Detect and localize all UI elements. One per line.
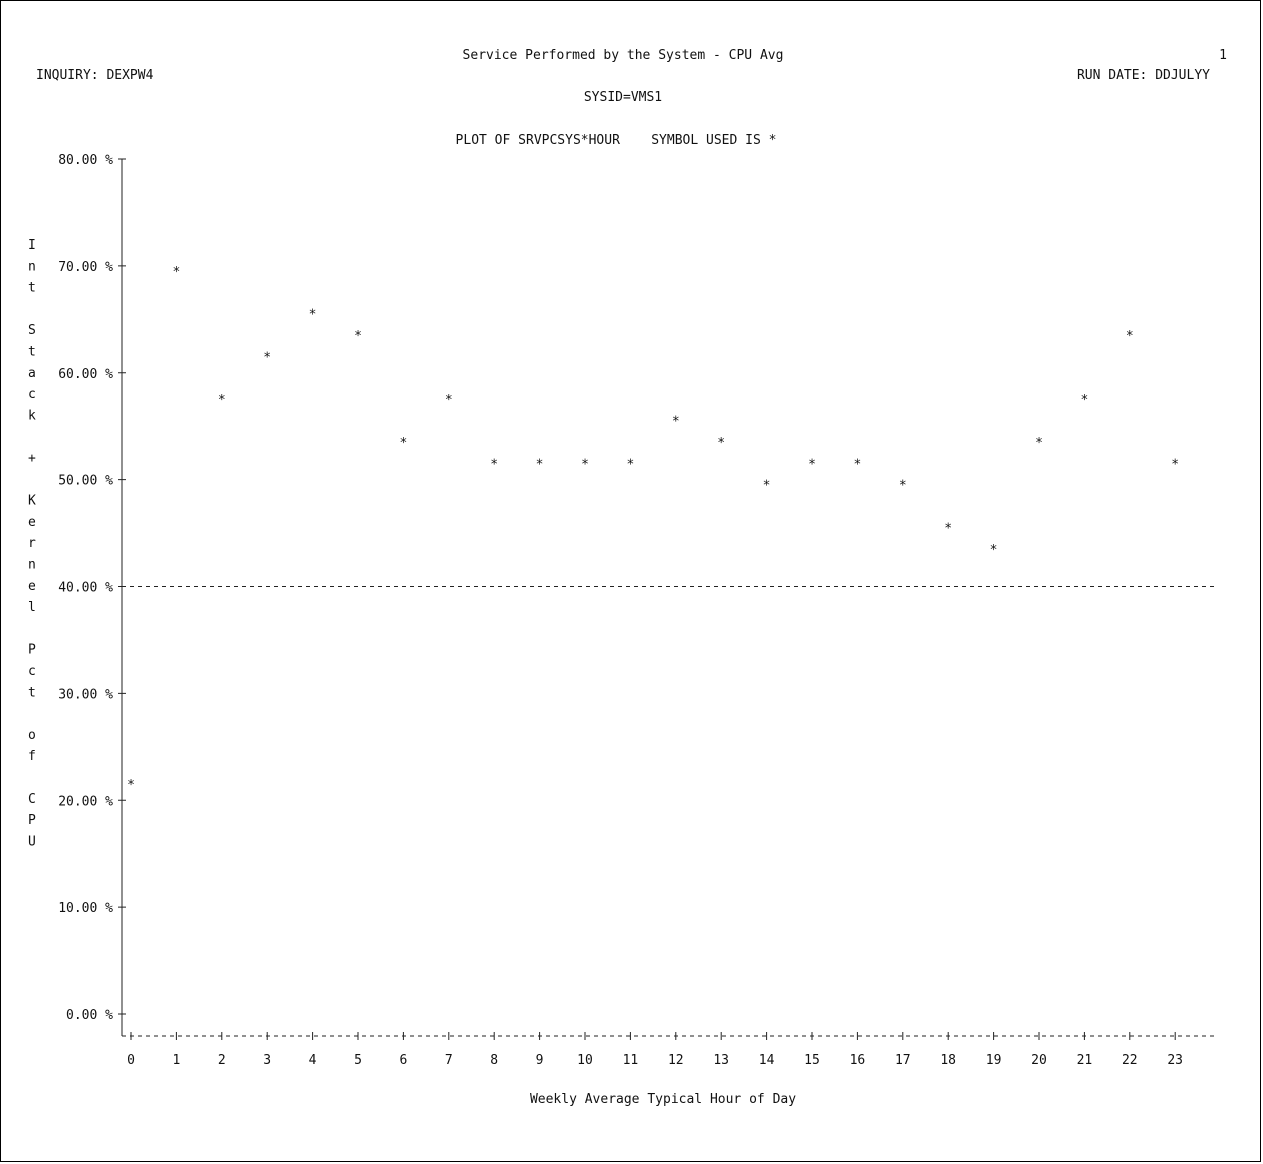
data-point: * — [717, 436, 725, 451]
x-tick-label: 16 — [850, 1053, 866, 1068]
y-tick-label: 70.00 % — [58, 260, 113, 275]
x-tick-label: 21 — [1077, 1053, 1093, 1068]
data-point: * — [536, 457, 544, 472]
y-axis-title-char: S — [28, 323, 36, 338]
data-point: * — [1171, 457, 1179, 472]
y-axis-title-char: P — [28, 813, 36, 828]
x-tick-label: 19 — [986, 1053, 1002, 1068]
data-point: * — [581, 457, 589, 472]
x-tick-label: 22 — [1122, 1053, 1138, 1068]
x-tick-label: 7 — [445, 1053, 453, 1068]
sysid-label: SYSID=VMS1 — [584, 90, 662, 105]
x-tick-label: 18 — [940, 1053, 956, 1068]
y-axis-title-char: I — [28, 238, 36, 253]
data-point: * — [1080, 393, 1088, 408]
y-axis-title-char: c — [28, 664, 36, 679]
x-tick-label: 1 — [172, 1053, 180, 1068]
x-tick-label: 20 — [1031, 1053, 1047, 1068]
data-point: * — [399, 436, 407, 451]
plot-spec-label: PLOT OF SRVPCSYS*HOUR SYMBOL USED IS * — [456, 133, 777, 148]
y-axis-title-char: r — [28, 536, 36, 551]
data-point: * — [853, 457, 861, 472]
x-tick-label: 11 — [623, 1053, 639, 1068]
report-title: Service Performed by the System - CPU Av… — [463, 48, 784, 63]
x-tick-label: 17 — [895, 1053, 911, 1068]
y-axis-title-char: c — [28, 387, 36, 402]
data-point: * — [626, 457, 634, 472]
data-point: * — [990, 543, 998, 558]
x-ticks: 0 1 2 3 4 5 6 7 8 9 10 11 12 13 14 15 16 17 18 19 20 21 22 23 — [127, 1032, 1183, 1068]
y-axis-title-char: t — [28, 685, 36, 700]
data-point: * — [899, 479, 907, 494]
inquiry-label: INQUIRY: DEXPW4 — [36, 68, 154, 83]
x-axis-title: Weekly Average Typical Hour of Day — [530, 1092, 796, 1107]
data-point: * — [172, 265, 180, 280]
y-tick-label: 30.00 % — [58, 687, 113, 702]
y-axis-title-char: e — [28, 515, 36, 530]
data-point: * — [944, 521, 952, 536]
y-axis-title-char: n — [28, 259, 36, 274]
data-point: * — [672, 415, 680, 430]
y-axis-title-char: l — [28, 600, 36, 615]
data-point: * — [1035, 436, 1043, 451]
x-tick-label: 10 — [577, 1053, 593, 1068]
y-tick-label: 80.00 % — [58, 153, 113, 168]
x-tick-label: 0 — [127, 1053, 135, 1068]
x-tick-label: 15 — [804, 1053, 820, 1068]
y-axis-title-char: n — [28, 558, 36, 573]
x-tick-label: 8 — [490, 1053, 498, 1068]
x-tick-label: 9 — [536, 1053, 544, 1068]
x-tick-label: 6 — [399, 1053, 407, 1068]
x-tick-label: 2 — [218, 1053, 226, 1068]
data-point: * — [218, 393, 226, 408]
data-point: * — [763, 479, 771, 494]
data-point: * — [445, 393, 453, 408]
data-point: * — [1126, 329, 1134, 344]
y-axis-title-char: P — [28, 643, 36, 658]
data-points: * * * * * * * * * * * * * * * * * * * * * * * * — [127, 265, 1179, 793]
data-point: * — [263, 350, 271, 365]
x-tick-label: 3 — [263, 1053, 271, 1068]
y-axis-title-char: + — [28, 451, 36, 466]
x-tick-label: 23 — [1167, 1053, 1183, 1068]
x-tick-label: 5 — [354, 1053, 362, 1068]
y-axis-title-char: k — [28, 408, 36, 423]
x-tick-label: 12 — [668, 1053, 684, 1068]
y-tick-label: 60.00 % — [58, 367, 113, 382]
data-point: * — [354, 329, 362, 344]
data-point: * — [808, 457, 816, 472]
y-axis-title-char: t — [28, 281, 36, 296]
y-tick-label: 40.00 % — [58, 581, 113, 596]
y-axis-title-char: e — [28, 579, 36, 594]
y-ticks: 80.00 % 70.00 % 60.00 % 50.00 % 40.00 % 30.00… — [58, 153, 126, 1023]
x-tick-label: 13 — [713, 1053, 729, 1068]
x-tick-label: 14 — [759, 1053, 775, 1068]
x-tick-label: 4 — [309, 1053, 317, 1068]
y-axis-title-char: a — [28, 366, 36, 381]
data-point: * — [309, 308, 317, 323]
y-axis-title-char: f — [28, 749, 36, 764]
y-axis-title-char: C — [28, 792, 36, 807]
y-axis-title-char: t — [28, 345, 36, 360]
y-axis-title-char: K — [28, 494, 36, 509]
y-axis-title-char: U — [28, 834, 36, 849]
data-point: * — [127, 778, 135, 793]
y-tick-label: 50.00 % — [58, 474, 113, 489]
run-date-label: RUN DATE: DDJULYY — [1077, 68, 1210, 83]
y-tick-label: 10.00 % — [58, 901, 113, 916]
y-axis-title-char: o — [28, 728, 36, 743]
data-point: * — [490, 457, 498, 472]
y-tick-label: 0.00 % — [66, 1008, 113, 1023]
page-number: 1 — [1219, 48, 1227, 63]
y-tick-label: 20.00 % — [58, 794, 113, 809]
